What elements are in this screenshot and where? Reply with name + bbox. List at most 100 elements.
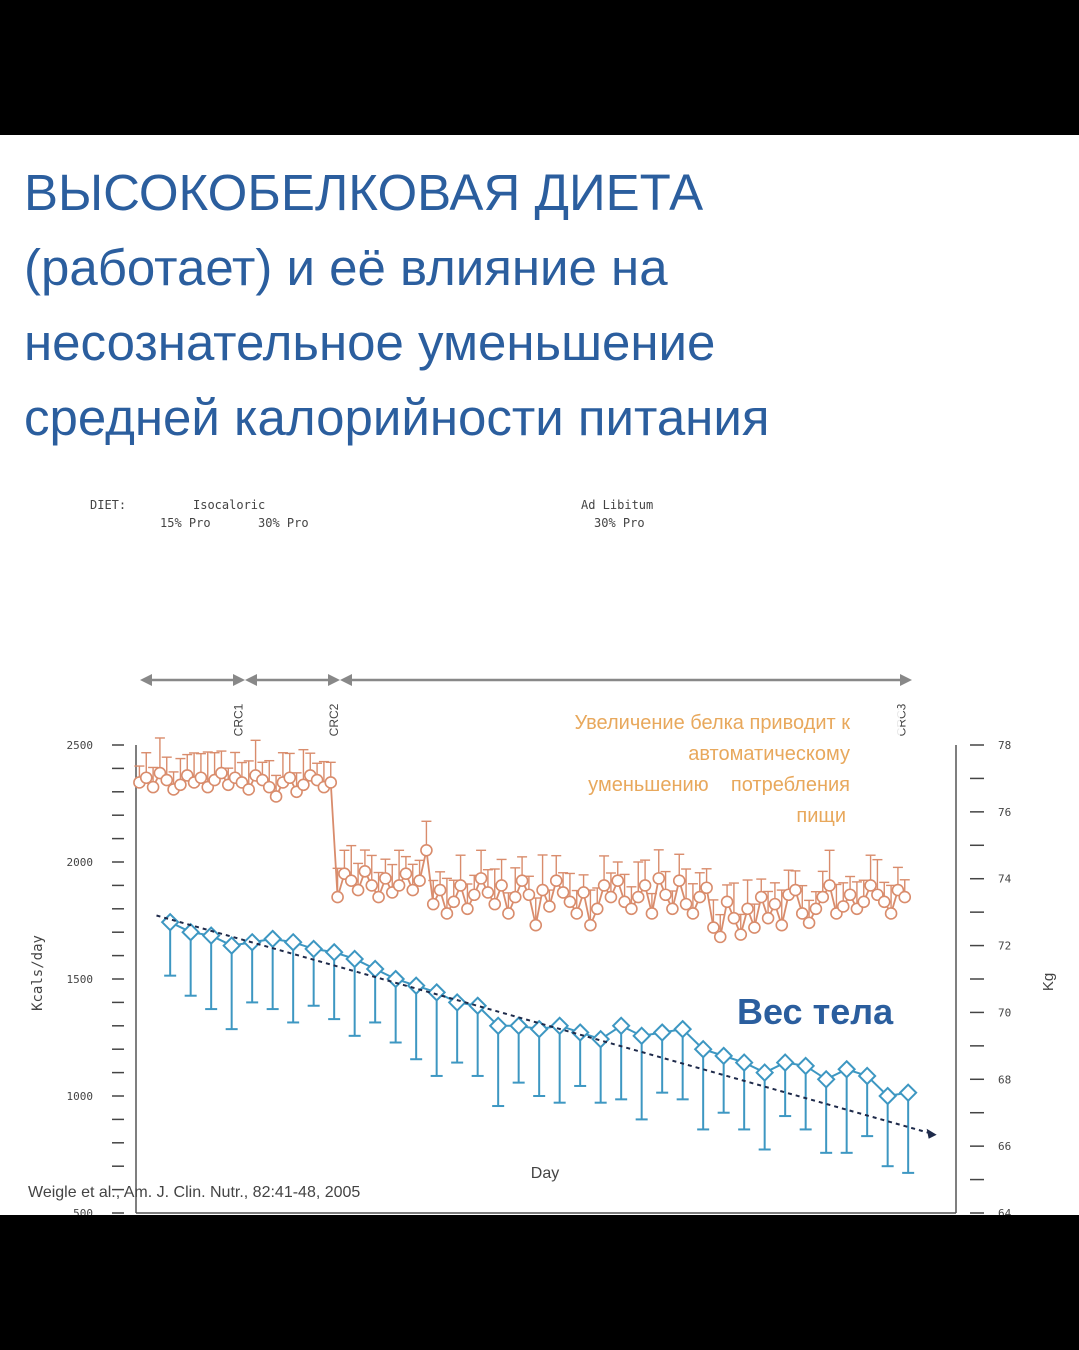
weight-point: [734, 1053, 754, 1072]
intake-point: [488, 897, 502, 911]
y2-tick-label: 66: [998, 1140, 1011, 1153]
intake-point: [686, 907, 700, 920]
intake-point: [666, 902, 679, 916]
intake-point: [631, 890, 645, 904]
content-card: ВЫСОКОБЕЛКОВАЯ ДИЕТА (работает) и её вли…: [0, 135, 1079, 1215]
intake-point: [638, 879, 652, 892]
intake-point: [884, 907, 898, 920]
weight-point: [324, 942, 344, 962]
weight-point: [406, 976, 426, 996]
intake-point: [392, 879, 406, 892]
weight-point: [550, 1016, 570, 1036]
protein-annotation-line-3: уменьшению потребления: [588, 774, 850, 796]
y-tick-label: 1500: [67, 973, 94, 986]
isocaloric-label: Isocaloric: [193, 498, 265, 512]
intake-point: [262, 780, 276, 794]
intake-point: [604, 890, 618, 904]
intake-point: [440, 907, 454, 920]
y2-tick-label: 74: [998, 873, 1012, 886]
intake-point: [679, 897, 693, 911]
intake-point: [344, 874, 358, 888]
intake-point: [522, 888, 536, 902]
headline: ВЫСОКОБЕЛКОВАЯ ДИЕТА (работает) и её вли…: [24, 155, 1064, 455]
intake-point: [789, 883, 802, 897]
intake-point: [713, 930, 727, 944]
intake-point: [720, 895, 734, 909]
intake-point: [508, 890, 522, 904]
intake-point: [160, 773, 174, 787]
intake-point: [864, 879, 877, 892]
intake-point: [590, 902, 604, 916]
weight-point: [755, 1063, 775, 1083]
y-axis-ticks: 500 1000 1500 2000 2500: [67, 739, 124, 1215]
intake-point: [652, 872, 666, 885]
intake-point: [426, 897, 440, 911]
intake-point: [672, 874, 686, 888]
intake-point: [625, 902, 638, 916]
y-axis-label: Kcals/day: [30, 935, 46, 1011]
weight-label: Вес тела: [737, 991, 894, 1032]
intake-point: [877, 895, 891, 909]
intake-point: [748, 921, 761, 934]
intake-point: [727, 911, 741, 925]
annotation-backdrop: [480, 708, 900, 828]
intake-point: [570, 907, 584, 920]
weight-point: [181, 922, 201, 942]
intake-point: [174, 778, 187, 792]
intake-point: [795, 907, 809, 920]
intake-point: [297, 778, 310, 792]
headline-line-4: средней калорийности питания: [24, 389, 770, 446]
weight-point: [796, 1056, 816, 1076]
weight-point: [529, 1019, 549, 1039]
phase-arrow-15pro-head-left: [140, 674, 152, 686]
weight-point: [468, 996, 488, 1016]
intake-point: [283, 771, 297, 785]
weight-point: [611, 1016, 631, 1036]
weight-point: [509, 1016, 529, 1036]
intake-point: [399, 867, 413, 881]
weight-point: [304, 939, 324, 959]
intake-point: [420, 843, 433, 857]
intake-point: [529, 918, 543, 932]
intake-point: [549, 874, 563, 888]
weight-point: [201, 926, 221, 945]
weight-point: [283, 932, 303, 952]
intake-point: [707, 921, 720, 934]
weight-point: [570, 1023, 590, 1042]
weight-point: [222, 936, 242, 955]
crc2-marker: CRC2: [327, 703, 341, 736]
phase-arrow-30pro-head-left: [245, 674, 257, 686]
weight-point: [365, 959, 385, 979]
intake-point: [823, 879, 836, 892]
protein-annotation-line-1: Увеличение белка приводит к: [575, 712, 851, 734]
ad-libitum-protein-label: 30% Pro: [594, 516, 645, 530]
intake-point: [700, 881, 713, 895]
intake-point: [454, 879, 467, 892]
weight-point: [775, 1053, 795, 1072]
intake-point: [365, 879, 379, 892]
weight-point: [652, 1023, 672, 1042]
chart: DIET: Isocaloric 15% Pro 30% Pro Ad Libi…: [30, 498, 1057, 1215]
intake-point: [768, 897, 782, 911]
intake-point: [584, 918, 597, 932]
y-tick-label: 2000: [67, 856, 94, 869]
intake-point: [413, 874, 426, 888]
y2-tick-label: 72: [998, 940, 1011, 953]
phase-arrow-adlib-head-right: [900, 674, 912, 686]
weight-point: [878, 1086, 898, 1106]
weight-point: [816, 1069, 836, 1089]
y2-tick-label: 64: [998, 1207, 1012, 1215]
intake-point: [543, 900, 556, 913]
intake-point: [761, 911, 775, 925]
citation-text: Weigle et al., Am. J. Clin. Nutr., 82:41…: [28, 1184, 361, 1201]
intake-point: [515, 874, 529, 888]
phase-arrow-adlib-head-left: [340, 674, 352, 686]
y-tick-label: 2500: [67, 739, 94, 752]
intake-point: [577, 886, 590, 899]
intake-point: [536, 883, 549, 897]
intake-point: [372, 890, 385, 904]
intake-point: [461, 902, 474, 916]
intake-point: [659, 888, 672, 902]
intake-point: [269, 790, 283, 803]
protein-15-label: 15% Pro: [160, 516, 211, 530]
